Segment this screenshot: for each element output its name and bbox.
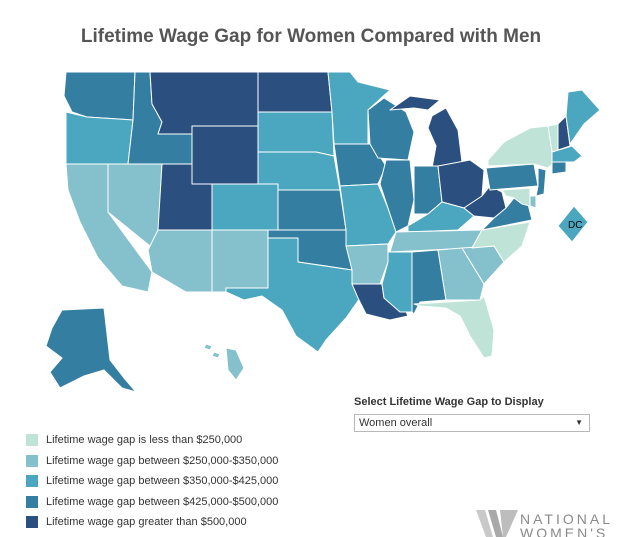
legend-item: Lifetime wage gap greater than $500,000	[26, 512, 278, 533]
state-wa[interactable]	[63, 71, 136, 121]
logo-mark-icon	[476, 510, 518, 537]
state-md[interactable]	[501, 187, 531, 207]
state-wy[interactable]	[191, 125, 259, 185]
logo-line-2: WOMEN'S	[520, 525, 609, 537]
state-nd[interactable]	[257, 71, 333, 113]
legend-item: Lifetime wage gap is less than $250,000	[26, 430, 278, 451]
legend: Lifetime wage gap is less than $250,000 …	[26, 430, 278, 533]
wage-gap-dropdown[interactable]: Women overall ▼	[354, 414, 590, 432]
state-az[interactable]	[147, 229, 213, 293]
legend-item: Lifetime wage gap between $425,000-$500,…	[26, 492, 278, 513]
legend-label: Lifetime wage gap between $425,000-$500,…	[46, 495, 279, 508]
state-ar[interactable]	[345, 243, 389, 285]
state-ct[interactable]	[551, 161, 567, 175]
state-ks[interactable]	[277, 189, 347, 231]
state-me[interactable]	[565, 89, 601, 145]
us-map: DC	[45, 71, 601, 393]
state-nj[interactable]	[535, 167, 547, 197]
state-mo[interactable]	[339, 183, 397, 247]
state-sd[interactable]	[257, 111, 335, 157]
state-or[interactable]	[65, 111, 134, 165]
state-ak[interactable]	[45, 307, 137, 393]
state-ga[interactable]	[437, 247, 485, 301]
dc-label: DC	[568, 220, 582, 231]
legend-item: Lifetime wage gap between $250,000-$350,…	[26, 451, 278, 472]
legend-label: Lifetime wage gap greater than $500,000	[46, 516, 247, 529]
state-fl[interactable]	[413, 295, 495, 359]
legend-label: Lifetime wage gap between $350,000-$425,…	[46, 475, 279, 488]
legend-swatch	[26, 495, 38, 508]
state-ma[interactable]	[551, 145, 583, 163]
logo-line-1: NATIONAL	[520, 511, 613, 527]
selector-label: Select Lifetime Wage Gap to Display	[354, 396, 544, 408]
legend-swatch	[26, 475, 38, 488]
state-pa[interactable]	[485, 163, 539, 191]
state-co[interactable]	[211, 183, 279, 231]
state-wi[interactable]	[367, 97, 415, 161]
legend-label: Lifetime wage gap between $250,000-$350,…	[46, 454, 279, 467]
state-hi[interactable]	[203, 343, 245, 381]
state-tx[interactable]	[225, 237, 361, 353]
legend-item: Lifetime wage gap between $350,000-$425,…	[26, 471, 278, 492]
map-title: Lifetime Wage Gap for Women Compared wit…	[80, 26, 542, 47]
state-dc[interactable]	[557, 205, 589, 243]
state-mt[interactable]	[149, 71, 259, 135]
state-ne[interactable]	[257, 151, 341, 191]
chevron-down-icon[interactable]: ▼	[575, 418, 583, 427]
legend-swatch	[26, 434, 38, 447]
state-ny[interactable]	[487, 125, 557, 169]
state-il[interactable]	[379, 159, 415, 233]
legend-label: Lifetime wage gap is less than $250,000	[46, 434, 243, 447]
state-nm[interactable]	[211, 229, 269, 293]
dropdown-value: Women overall	[359, 417, 433, 429]
legend-swatch	[26, 454, 38, 467]
legend-swatch	[26, 516, 38, 529]
logo: NATIONAL WOMEN'S	[476, 506, 622, 537]
logo-text: NATIONAL WOMEN'S	[520, 512, 613, 537]
state-de[interactable]	[529, 195, 537, 209]
